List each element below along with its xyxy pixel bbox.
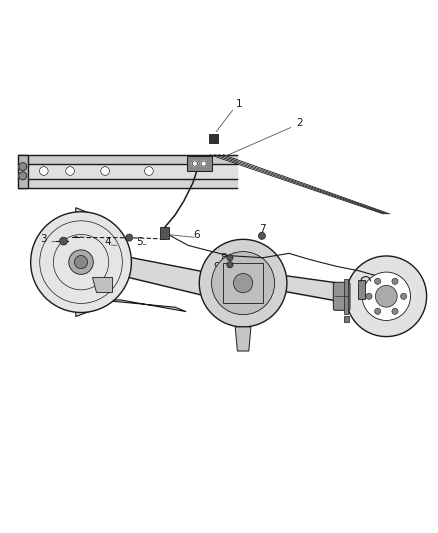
- Circle shape: [375, 285, 397, 307]
- Circle shape: [19, 172, 27, 180]
- Text: 1: 1: [235, 100, 242, 109]
- Circle shape: [227, 262, 233, 268]
- Text: 7: 7: [259, 224, 266, 235]
- Bar: [187, 156, 212, 172]
- Circle shape: [392, 308, 398, 314]
- Circle shape: [69, 250, 93, 274]
- Circle shape: [212, 252, 275, 314]
- Text: 3: 3: [40, 235, 47, 244]
- Polygon shape: [99, 300, 186, 312]
- Polygon shape: [92, 277, 112, 292]
- Bar: [160, 227, 169, 239]
- Circle shape: [101, 167, 110, 175]
- Circle shape: [366, 293, 372, 300]
- Text: 8: 8: [220, 253, 227, 263]
- Circle shape: [233, 273, 253, 293]
- Circle shape: [31, 212, 131, 312]
- Text: 6: 6: [193, 230, 200, 240]
- Circle shape: [66, 167, 74, 175]
- Circle shape: [74, 255, 88, 269]
- Circle shape: [60, 237, 67, 245]
- Circle shape: [227, 255, 233, 261]
- Text: 2: 2: [297, 118, 304, 128]
- Circle shape: [346, 256, 427, 336]
- Bar: [358, 280, 365, 299]
- Circle shape: [362, 272, 410, 320]
- Circle shape: [192, 161, 198, 166]
- Text: 5: 5: [136, 237, 143, 247]
- Circle shape: [201, 161, 206, 166]
- Polygon shape: [76, 208, 107, 317]
- Text: 10: 10: [364, 282, 377, 293]
- FancyBboxPatch shape: [333, 282, 350, 310]
- Circle shape: [401, 293, 407, 300]
- Circle shape: [374, 278, 381, 284]
- Circle shape: [145, 167, 153, 175]
- Circle shape: [126, 234, 133, 241]
- Circle shape: [39, 167, 48, 175]
- Bar: [209, 134, 218, 142]
- Bar: [223, 263, 263, 303]
- Bar: [344, 279, 348, 314]
- Text: 4: 4: [104, 237, 111, 247]
- Circle shape: [374, 308, 381, 314]
- Circle shape: [199, 239, 287, 327]
- Circle shape: [19, 163, 27, 171]
- Circle shape: [258, 232, 265, 239]
- Polygon shape: [18, 155, 28, 188]
- Circle shape: [392, 278, 398, 284]
- Bar: [344, 317, 349, 322]
- Text: 9: 9: [213, 262, 220, 271]
- Polygon shape: [235, 327, 251, 351]
